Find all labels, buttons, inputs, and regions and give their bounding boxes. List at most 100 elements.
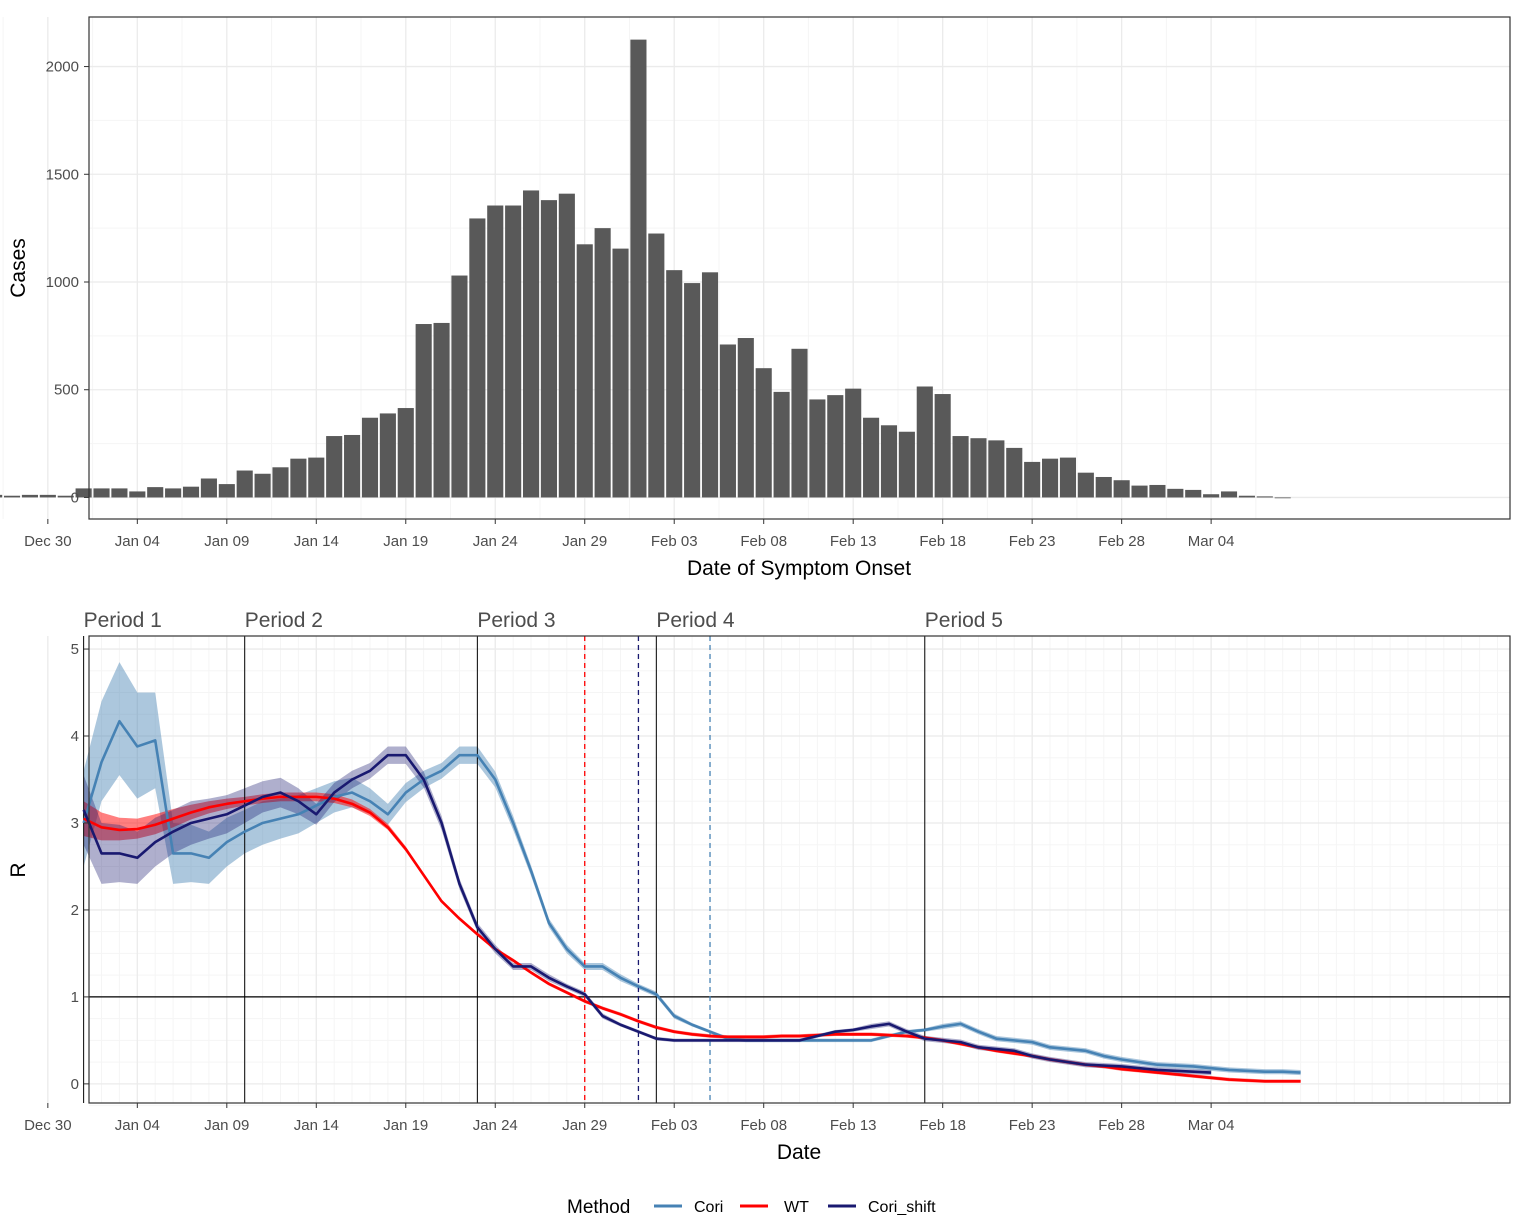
bar	[827, 395, 844, 498]
y-tick-label: 1	[71, 989, 79, 1006]
x-tick-label: Feb 28	[1098, 533, 1145, 550]
x-tick-label: Mar 04	[1188, 1117, 1235, 1134]
bar	[1149, 484, 1166, 498]
x-axis-title: Date of Symptom Onset	[687, 557, 911, 580]
bar	[3, 495, 21, 498]
bar	[1024, 461, 1041, 498]
y-axis-title: Cases	[7, 238, 30, 298]
x-tick-label: Jan 14	[294, 533, 339, 550]
bar	[0, 494, 3, 498]
line-cori-shift	[82, 753, 1212, 1074]
bar	[863, 417, 880, 498]
bar	[845, 388, 862, 498]
bar	[898, 431, 915, 498]
bar	[397, 408, 414, 498]
y-axis-ticks: 0 1 2 3 4 5	[71, 641, 89, 1093]
period-label: Period 1	[84, 609, 162, 632]
y-tick-label: 500	[54, 382, 79, 399]
bar	[1185, 489, 1202, 498]
bar	[21, 494, 38, 498]
bar	[1167, 488, 1184, 498]
reference-lines	[83, 636, 1510, 1103]
legend-label: Cori_shift	[868, 1199, 936, 1216]
bar	[666, 270, 683, 498]
bar	[1059, 457, 1077, 498]
bar	[594, 228, 611, 498]
period-label: Period 2	[245, 609, 323, 632]
bar	[1256, 496, 1273, 498]
y-axis-title: R	[7, 862, 30, 877]
bar	[379, 413, 396, 498]
y-tick-label: 2000	[46, 59, 79, 76]
x-tick-label: Feb 23	[1009, 533, 1056, 550]
bar	[165, 488, 182, 498]
x-tick-label: Feb 13	[830, 533, 877, 550]
bars	[0, 39, 1291, 499]
bar	[111, 488, 128, 498]
legend-items: Cori WT Cori_shift	[654, 1199, 936, 1216]
bar	[415, 324, 432, 498]
x-tick-label: Jan 19	[383, 1117, 428, 1134]
legend-label: Cori	[694, 1199, 723, 1216]
bar	[755, 368, 772, 498]
y-tick-label: 1000	[46, 274, 79, 291]
x-tick-label: Feb 23	[1009, 1117, 1056, 1134]
y-axis-ticks: 0 500 1000 1500 2000	[46, 59, 89, 506]
bar	[200, 478, 217, 498]
bar	[1113, 480, 1130, 498]
bar	[433, 322, 450, 498]
bar	[254, 473, 271, 498]
bar	[487, 205, 504, 498]
bar	[988, 440, 1005, 498]
bar	[916, 386, 933, 498]
x-tick-label: Jan 19	[383, 533, 428, 550]
plot-border	[88, 16, 1511, 520]
x-tick-label: Mar 04	[1188, 533, 1235, 550]
x-tick-label: Jan 09	[204, 1117, 249, 1134]
y-tick-label: 5	[71, 641, 79, 658]
legend-title: Method	[567, 1197, 630, 1218]
bar	[93, 488, 110, 498]
bar	[970, 438, 987, 498]
bar	[469, 218, 486, 498]
bar	[1220, 491, 1238, 498]
x-tick-label: Dec 30	[24, 1117, 72, 1134]
bar	[630, 39, 647, 498]
y-tick-label: 4	[71, 728, 79, 745]
x-tick-label: Feb 13	[830, 1117, 877, 1134]
x-tick-label: Jan 14	[294, 1117, 339, 1134]
bar	[147, 487, 164, 498]
bar	[1006, 447, 1023, 498]
bar	[773, 391, 790, 498]
period-label: Period 4	[656, 609, 735, 632]
y-tick-label: 0	[71, 489, 79, 506]
bar	[361, 417, 379, 498]
bar	[290, 458, 307, 498]
x-tick-label: Feb 18	[919, 1117, 966, 1134]
bar	[272, 467, 289, 498]
bar	[880, 425, 898, 498]
x-tick-label: Feb 08	[740, 533, 787, 550]
x-tick-label: Jan 09	[204, 533, 249, 550]
bar	[308, 457, 325, 498]
x-tick-label: Jan 04	[115, 1117, 160, 1134]
bar	[451, 275, 468, 498]
x-tick-label: Jan 04	[115, 533, 160, 550]
bar	[1274, 497, 1291, 499]
bar	[809, 399, 826, 498]
bar	[701, 272, 719, 498]
r-line-chart: Period 1 Period 2 Period 3 Period 4 Period 5…	[7, 609, 1511, 1164]
bar	[612, 248, 629, 498]
bar	[522, 190, 540, 498]
bar	[1095, 476, 1112, 498]
bar	[182, 486, 200, 498]
x-tick-label: Dec 30	[24, 533, 72, 550]
bar	[75, 488, 92, 498]
legend: Method Cori WT Cori_shift	[567, 1197, 936, 1218]
series-lines	[82, 719, 1301, 1083]
bar	[1042, 458, 1059, 498]
bar	[576, 244, 593, 498]
x-tick-label: Jan 29	[562, 533, 607, 550]
